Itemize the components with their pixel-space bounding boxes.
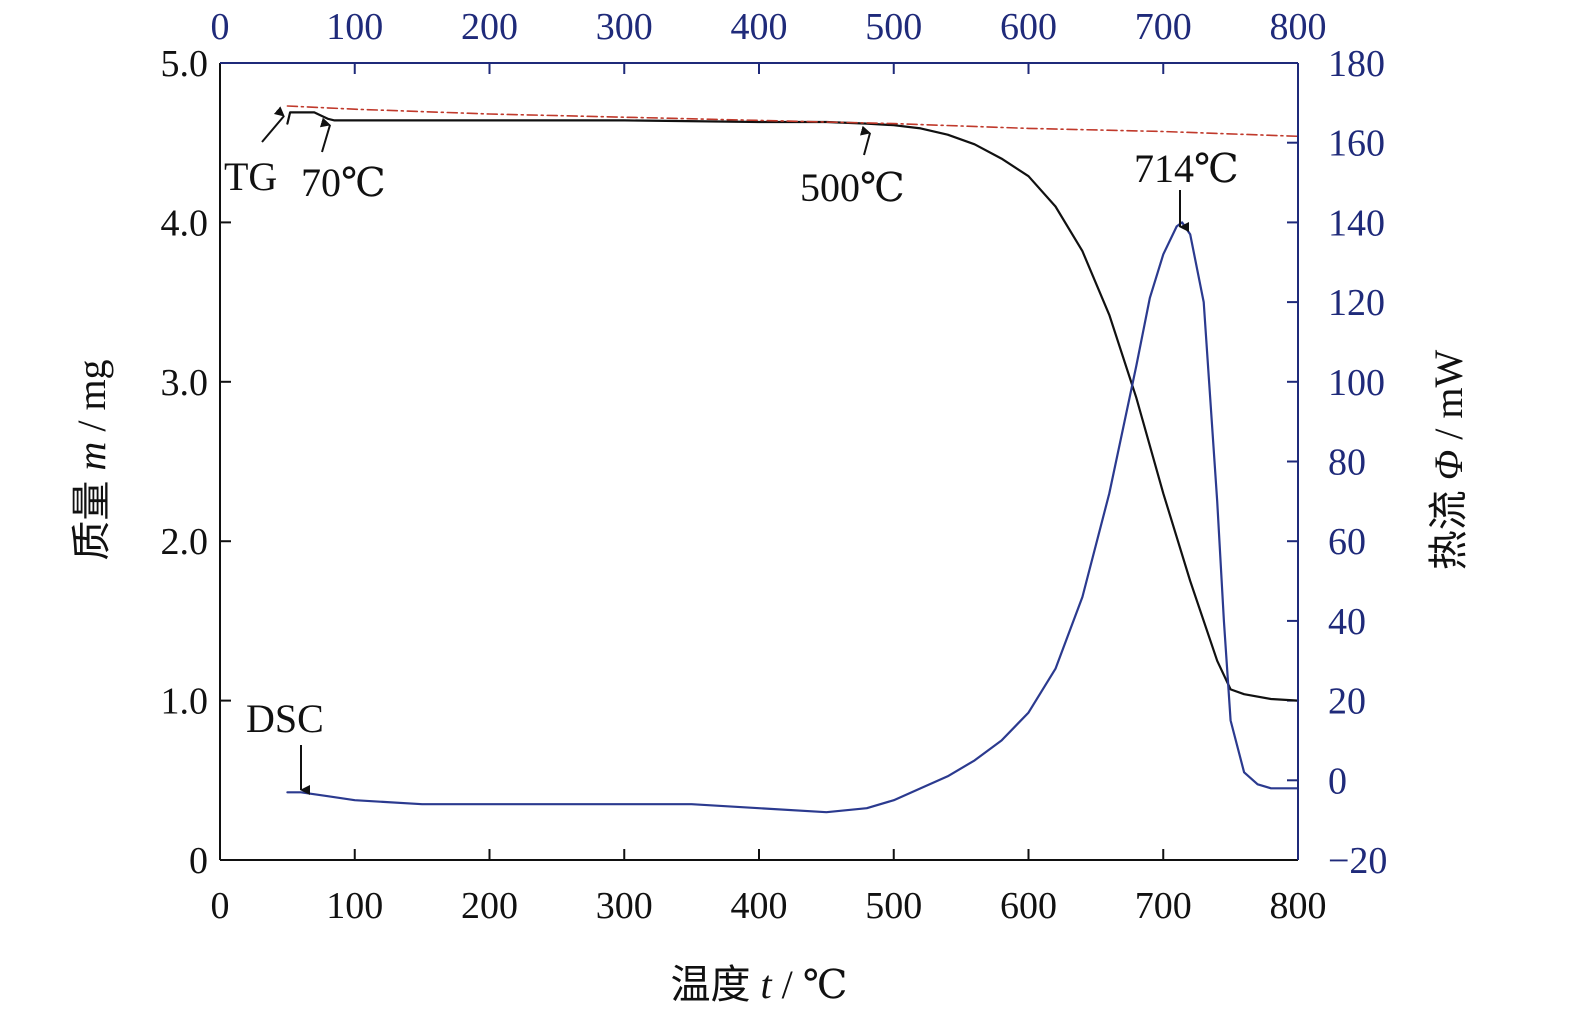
dsc-curve bbox=[286, 221, 1300, 814]
x-tick-label-bottom: 500 bbox=[865, 885, 922, 927]
y-right-tick-label: 40 bbox=[1328, 601, 1366, 643]
y-right-tick-label: 60 bbox=[1328, 521, 1366, 563]
annotation-714c: 714℃ bbox=[1134, 146, 1239, 191]
y-right-axis-title-suffix: / mW bbox=[1426, 350, 1471, 450]
x-axis-title-suffix: / ℃ bbox=[772, 962, 848, 1007]
x-axis-title-prefix: 温度 bbox=[671, 962, 761, 1007]
x-tick-label-bottom: 800 bbox=[1270, 885, 1327, 927]
x-tick-label-bottom: 600 bbox=[1000, 885, 1057, 927]
x-tick-label-top: 100 bbox=[326, 6, 383, 48]
y-left-tick-label: 0 bbox=[189, 840, 208, 882]
y-left-tick-label: 3.0 bbox=[161, 362, 209, 404]
y-right-axis-title-prefix: 热流 bbox=[1426, 480, 1471, 570]
x-axis-title-var: t bbox=[761, 962, 773, 1007]
annotation-500c: 500℃ bbox=[800, 165, 905, 210]
x-tick-label-top: 700 bbox=[1135, 6, 1192, 48]
y-right-axis-title-var: Φ bbox=[1426, 450, 1471, 480]
x-tick-label-top: 800 bbox=[1270, 6, 1327, 48]
y-right-tick-label: 0 bbox=[1328, 760, 1347, 802]
70c-arrow bbox=[319, 117, 331, 153]
y-left-tick-label: 1.0 bbox=[161, 681, 209, 723]
y-right-axis-title: 热流 Φ / mW bbox=[1426, 350, 1471, 571]
x-tick-label-top: 400 bbox=[731, 6, 788, 48]
y-right-tick-label: −20 bbox=[1328, 840, 1387, 882]
y-left-axis-title-suffix: / mg bbox=[69, 359, 114, 441]
x-tick-label-top: 200 bbox=[461, 6, 518, 48]
y-left-axis-title: 质量 m / mg bbox=[69, 359, 114, 560]
y-left-tick-label: 2.0 bbox=[161, 521, 209, 563]
x-tick-label-bottom: 400 bbox=[731, 885, 788, 927]
x-tick-label-top: 500 bbox=[865, 6, 922, 48]
y-left-axis-title-var: m bbox=[69, 442, 114, 471]
x-tick-label-top: 0 bbox=[211, 6, 230, 48]
y-right-tick-label: 160 bbox=[1328, 123, 1385, 165]
y-right-tick-label: 120 bbox=[1328, 282, 1385, 324]
y-right-tick-label: 20 bbox=[1328, 681, 1366, 723]
x-tick-label-bottom: 700 bbox=[1135, 885, 1192, 927]
x-tick-label-bottom: 0 bbox=[211, 885, 230, 927]
annotation-70c: 70℃ bbox=[301, 160, 386, 205]
500c-arrow bbox=[860, 125, 871, 156]
annotation-dsc: DSC bbox=[246, 696, 324, 741]
x-tick-label-top: 600 bbox=[1000, 6, 1057, 48]
y-right-tick-label: 80 bbox=[1328, 442, 1366, 484]
y-right-tick-label: 100 bbox=[1328, 362, 1385, 404]
x-axis-title: 温度 t / ℃ bbox=[671, 962, 848, 1007]
y-left-axis-title-prefix: 质量 bbox=[69, 471, 114, 561]
y-left-tick-label: 5.0 bbox=[161, 43, 209, 85]
tg-arrow bbox=[261, 106, 285, 143]
x-tick-label-bottom: 200 bbox=[461, 885, 518, 927]
x-tick-label-bottom: 300 bbox=[596, 885, 653, 927]
x-tick-label-bottom: 100 bbox=[326, 885, 383, 927]
y-right-tick-label: 180 bbox=[1328, 43, 1385, 85]
y-right-tick-label: 140 bbox=[1328, 202, 1385, 244]
annotation-tg: TG bbox=[224, 154, 277, 199]
tg-curve bbox=[286, 111, 1300, 702]
x-tick-label-top: 300 bbox=[596, 6, 653, 48]
y-left-tick-label: 4.0 bbox=[161, 202, 209, 244]
